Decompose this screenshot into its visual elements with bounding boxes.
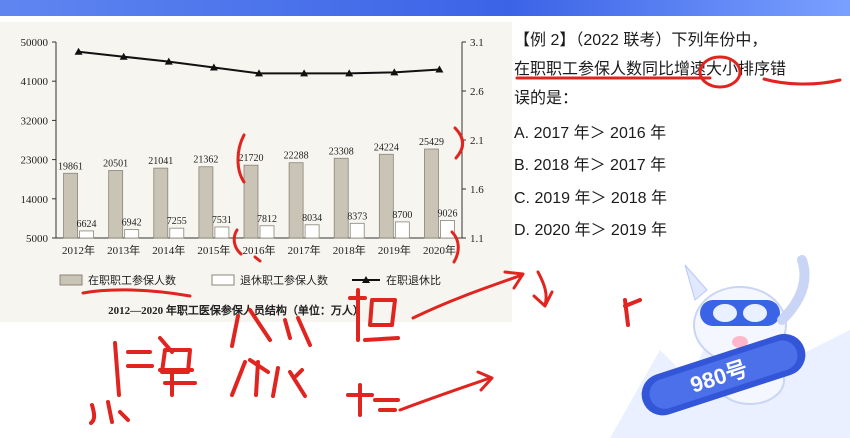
left-tick-label: 50000 xyxy=(21,37,49,49)
bar-active-label: 21720 xyxy=(239,153,264,164)
legend-label-ratio: 在职退休比 xyxy=(386,274,441,287)
chart-panel: 5000 14000 23000 32000 41000 50000 1.1 1.6 2.1 2.… xyxy=(0,22,512,322)
bar-active xyxy=(108,170,124,239)
bar-active-label: 21041 xyxy=(148,156,173,167)
bar-active xyxy=(333,157,349,239)
bar-retired-label: 6624 xyxy=(77,219,97,230)
bar-line-chart: 5000 14000 23000 32000 41000 50000 1.1 1.6 2.1 2.… xyxy=(21,37,485,317)
left-tick-label: 5000 xyxy=(26,233,49,245)
bar-active xyxy=(378,153,394,239)
bar-retired-label: 7531 xyxy=(212,215,232,226)
bar-active-label: 21362 xyxy=(193,155,218,166)
bar-active-label: 24224 xyxy=(374,142,399,153)
option-b[interactable]: B. 2018 年＞ 2017 年 xyxy=(514,157,667,174)
ratio-point xyxy=(164,57,173,65)
bar-retired-label: 7812 xyxy=(257,214,277,225)
option-c[interactable]: C. 2019 年＞ 2018 年 xyxy=(514,190,667,207)
bar-retired xyxy=(394,221,410,239)
bar-active xyxy=(198,166,214,239)
bar-active-label: 25429 xyxy=(419,137,444,148)
x-tick-label: 2020年 xyxy=(423,243,456,257)
right-tick-label: 3.1 xyxy=(470,37,484,49)
ratio-point xyxy=(74,47,83,55)
ratio-point xyxy=(119,52,128,60)
legend-swatch-retired xyxy=(211,274,235,286)
legend-label-active: 在职职工参保人数 xyxy=(88,273,176,287)
bar-retired xyxy=(440,220,455,239)
option-d[interactable]: D. 2020 年＞ 2019 年 xyxy=(514,222,667,239)
right-tick-label: 1.1 xyxy=(470,233,484,245)
right-tick-label: 1.6 xyxy=(470,184,484,196)
bar-retired xyxy=(124,229,140,239)
top-banner xyxy=(0,0,850,16)
legend-label-retired: 退休职工参保人数 xyxy=(240,273,328,287)
bar-retired xyxy=(169,227,185,239)
x-tick-label: 2019年 xyxy=(378,243,411,257)
ratio-point xyxy=(390,68,399,76)
x-tick-label: 2014年 xyxy=(152,243,185,257)
bar-retired-label: 8700 xyxy=(392,210,412,221)
ratio-point xyxy=(209,63,218,71)
ratio-point xyxy=(300,69,309,77)
x-tick-label: 2012年 xyxy=(62,243,95,257)
bar-active-label: 23308 xyxy=(329,146,354,157)
question-line-1: 【例 2】（2022 联考）下列年份中， xyxy=(514,32,768,49)
x-tick-label: 2016年 xyxy=(243,243,276,257)
bar-active xyxy=(243,164,259,239)
x-tick-label: 2018年 xyxy=(333,243,366,257)
bar-active xyxy=(424,148,439,239)
bar-active xyxy=(153,167,169,239)
bar-retired xyxy=(304,224,320,239)
bar-retired-label: 9026 xyxy=(437,208,457,219)
bar-retired xyxy=(79,230,94,239)
bar-retired-label: 8373 xyxy=(347,211,367,222)
right-tick-label: 2.6 xyxy=(470,86,484,98)
chart-title: 2012—2020 年职工医保参保人员结构（单位：万人） xyxy=(108,303,364,317)
bar-retired xyxy=(214,226,230,239)
bar-active-label: 20501 xyxy=(103,158,128,169)
option-a[interactable]: A. 2017 年＞ 2016 年 xyxy=(514,125,667,142)
bar-retired xyxy=(349,222,365,239)
left-tick-label: 41000 xyxy=(21,76,49,88)
bar-active xyxy=(288,162,304,239)
left-tick-label: 32000 xyxy=(21,115,49,127)
x-tick-label: 2013年 xyxy=(107,243,140,257)
left-tick-label: 23000 xyxy=(21,155,49,167)
right-tick-label: 2.1 xyxy=(470,135,484,147)
legend-swatch-active xyxy=(59,274,83,286)
question-line-3: 误的是： xyxy=(514,90,579,107)
mascot-illustration: 980号 xyxy=(610,255,850,438)
bar-retired-label: 6942 xyxy=(122,218,142,229)
ratio-point xyxy=(345,69,354,77)
bar-retired-label: 8034 xyxy=(302,213,322,224)
left-tick-label: 14000 xyxy=(21,194,49,206)
ratio-point xyxy=(435,65,444,73)
ratio-point xyxy=(255,69,263,77)
question-line-2: 在职职工参保人数同比增速大小排序错 xyxy=(514,61,787,78)
bar-active xyxy=(63,172,78,239)
x-tick-label: 2015年 xyxy=(197,243,230,257)
question-block: 【例 2】（2022 联考）下列年份中， 在职职工参保人数同比增速大小排序错 误… xyxy=(514,26,844,113)
bar-active-label: 19861 xyxy=(58,161,83,172)
x-tick-label: 2017年 xyxy=(288,243,321,257)
legend-marker-ratio xyxy=(362,276,370,283)
bar-retired xyxy=(259,225,275,239)
bar-retired-label: 7255 xyxy=(167,216,187,227)
bar-active-label: 22288 xyxy=(284,151,309,162)
